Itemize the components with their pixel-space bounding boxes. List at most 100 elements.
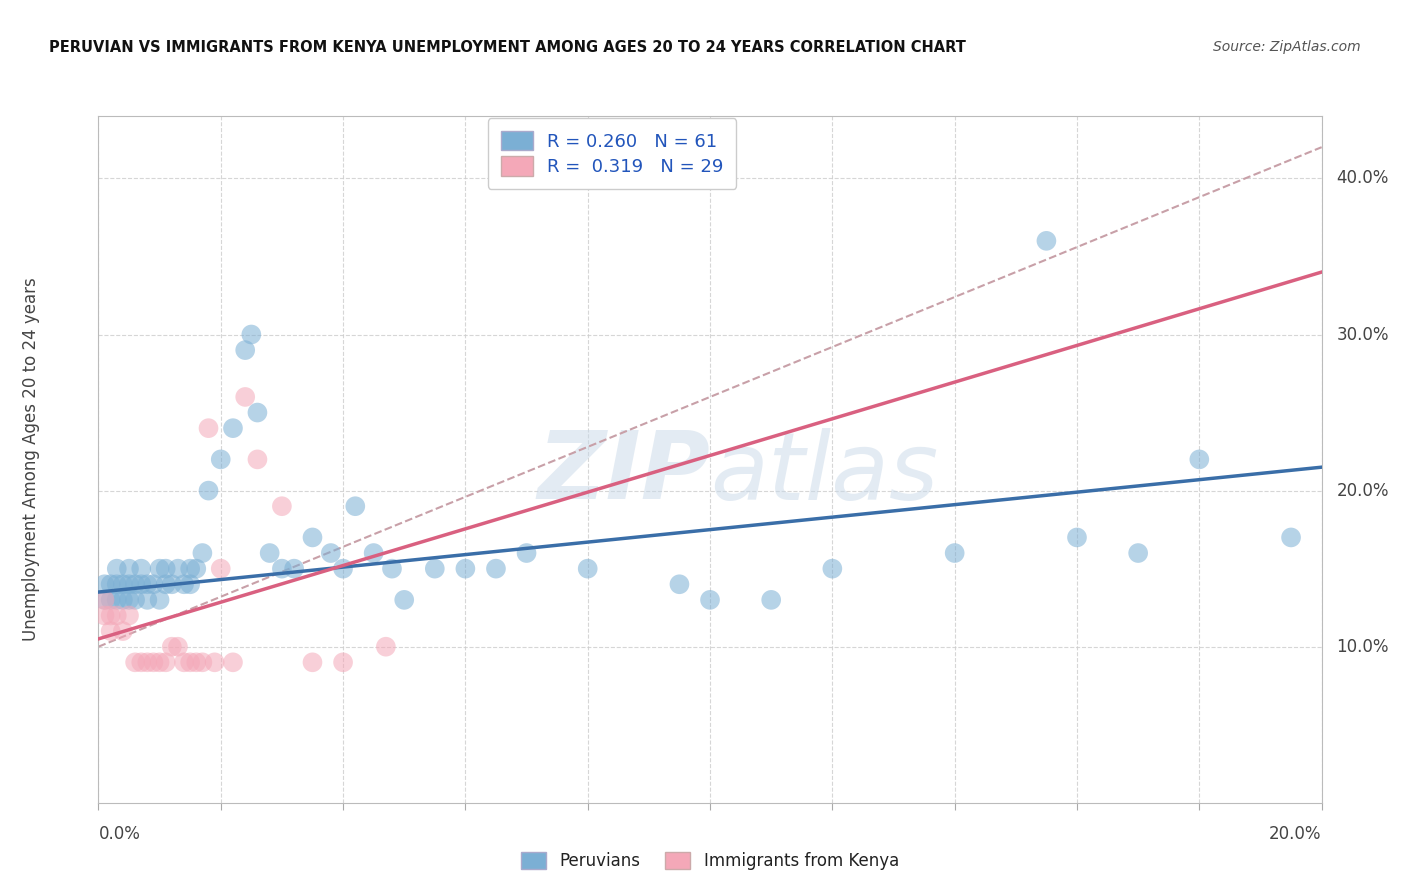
Point <box>454 562 477 576</box>
Point <box>332 655 354 669</box>
Text: PERUVIAN VS IMMIGRANTS FROM KENYA UNEMPLOYMENT AMONG AGES 20 TO 24 YEARS CORRELA: PERUVIAN VS IMMIGRANTS FROM KENYA UNEMPL… <box>49 40 966 55</box>
Point <box>246 405 269 420</box>
Point <box>197 421 219 435</box>
Point <box>136 655 159 669</box>
Point <box>142 655 165 669</box>
Point <box>136 592 159 607</box>
Point <box>167 562 190 576</box>
Point <box>93 608 115 623</box>
Point <box>93 592 115 607</box>
Point <box>209 562 232 576</box>
Point <box>233 390 256 404</box>
Point <box>118 608 141 623</box>
Point <box>197 483 219 498</box>
Point <box>1066 530 1088 544</box>
Point <box>344 500 367 514</box>
Point <box>93 592 115 607</box>
Point <box>124 577 146 591</box>
Point <box>129 562 152 576</box>
Point <box>363 546 385 560</box>
Point <box>240 327 263 342</box>
Point <box>485 562 508 576</box>
Point <box>283 562 305 576</box>
Point <box>1279 530 1302 544</box>
Text: Unemployment Among Ages 20 to 24 years: Unemployment Among Ages 20 to 24 years <box>22 277 39 641</box>
Point <box>668 577 690 591</box>
Point <box>186 655 208 669</box>
Point <box>155 577 177 591</box>
Point <box>100 577 122 591</box>
Point <box>1035 234 1057 248</box>
Point <box>155 562 177 576</box>
Point <box>149 655 172 669</box>
Point <box>179 577 201 591</box>
Point <box>111 592 134 607</box>
Point <box>155 655 177 669</box>
Point <box>1128 546 1150 560</box>
Point <box>222 421 245 435</box>
Point <box>124 655 146 669</box>
Point <box>222 655 245 669</box>
Point <box>105 608 128 623</box>
Point <box>699 592 721 607</box>
Point <box>301 530 323 544</box>
Text: 20.0%: 20.0% <box>1270 825 1322 843</box>
Point <box>93 577 115 591</box>
Point <box>319 546 342 560</box>
Point <box>204 655 226 669</box>
Point <box>270 562 292 576</box>
Point <box>381 562 404 576</box>
Point <box>111 624 134 639</box>
Point <box>167 640 190 654</box>
Point <box>186 562 208 576</box>
Point <box>149 592 172 607</box>
Point <box>105 562 128 576</box>
Point <box>129 655 152 669</box>
Point <box>270 500 292 514</box>
Point <box>259 546 281 560</box>
Text: 0.0%: 0.0% <box>98 825 141 843</box>
Point <box>374 640 396 654</box>
Point <box>160 640 183 654</box>
Point <box>118 577 141 591</box>
Point <box>118 592 141 607</box>
Point <box>124 592 146 607</box>
Point <box>332 562 354 576</box>
Point <box>136 577 159 591</box>
Point <box>129 577 152 591</box>
Point <box>149 562 172 576</box>
Text: 30.0%: 30.0% <box>1336 326 1389 343</box>
Point <box>118 562 141 576</box>
Point <box>392 592 416 607</box>
Point <box>246 452 269 467</box>
Point <box>233 343 256 358</box>
Legend: Peruvians, Immigrants from Kenya: Peruvians, Immigrants from Kenya <box>515 846 905 877</box>
Text: 20.0%: 20.0% <box>1336 482 1389 500</box>
Point <box>111 577 134 591</box>
Point <box>943 546 966 560</box>
Text: 40.0%: 40.0% <box>1336 169 1389 187</box>
Point <box>100 608 122 623</box>
Point <box>105 577 128 591</box>
Point <box>191 546 214 560</box>
Point <box>576 562 599 576</box>
Point <box>301 655 323 669</box>
Point <box>209 452 232 467</box>
Point <box>191 655 214 669</box>
Point <box>821 562 844 576</box>
Point <box>759 592 782 607</box>
Point <box>179 655 201 669</box>
Text: Source: ZipAtlas.com: Source: ZipAtlas.com <box>1213 40 1361 54</box>
Point <box>173 577 195 591</box>
Text: atlas: atlas <box>710 427 938 518</box>
Point <box>142 577 165 591</box>
Point <box>173 655 195 669</box>
Point <box>516 546 538 560</box>
Point <box>100 624 122 639</box>
Point <box>105 592 128 607</box>
Text: 10.0%: 10.0% <box>1336 638 1389 656</box>
Point <box>423 562 446 576</box>
Text: ZIP: ZIP <box>537 427 710 519</box>
Point <box>160 577 183 591</box>
Point <box>179 562 201 576</box>
